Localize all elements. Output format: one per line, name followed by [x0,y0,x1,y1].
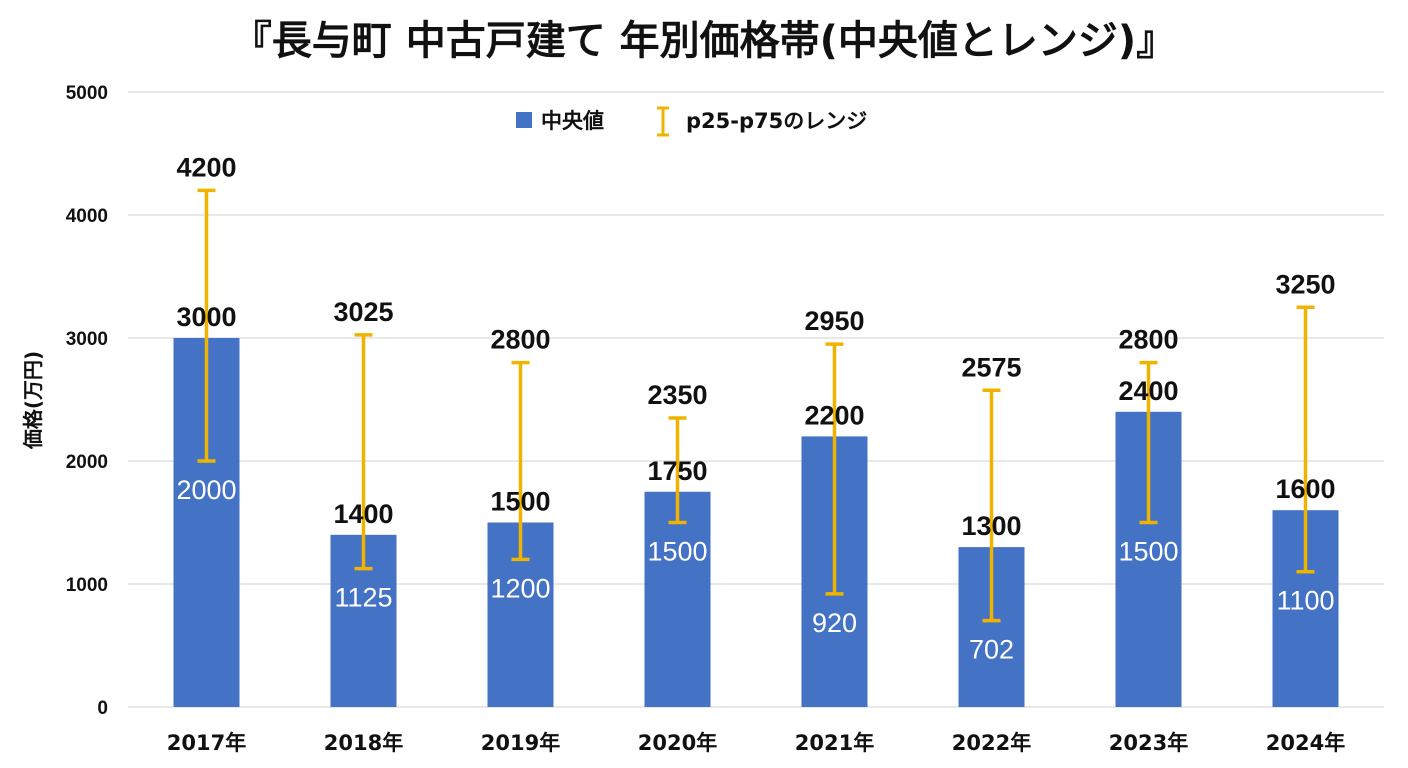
x-tick-label: 2023年 [1109,731,1188,755]
range-high-label: 2800 [490,325,550,355]
median-label: 1750 [647,456,707,486]
y-tick-label: 2000 [66,452,108,473]
y-tick-label: 1000 [66,575,108,596]
range-high-label: 2800 [1118,325,1178,355]
median-label: 2400 [1118,376,1178,406]
data-labels: 3000 4200 2000 1400 3025 1125 1500 2800 1200 1750… [176,152,1335,664]
y-tick-label: 5000 [66,83,108,104]
range-low-label: 1500 [647,537,707,567]
range-high-label: 2350 [647,380,707,410]
x-tick-label: 2020年 [638,731,717,755]
x-tick-label: 2022年 [952,731,1031,755]
x-tick-label: 2019年 [481,731,560,755]
range-low-label: 1200 [490,573,550,603]
x-tick-label: 2024年 [1266,731,1345,755]
range-high-label: 4200 [176,152,236,182]
legend-range-label: p25-p75のレンジ [686,109,867,133]
range-low-label: 702 [969,635,1014,665]
x-tick-label: 2018年 [324,731,403,755]
y-tick-label: 4000 [66,206,108,227]
legend-range-swatch [657,106,669,137]
chart-title: 『長与町 中古戸建て 年別価格帯(中央値とレンジ)』 [231,18,1177,64]
x-tick-label: 2017年 [167,731,246,755]
x-tick-label: 2021年 [795,731,874,755]
y-axis-title: 価格(万円) [21,351,45,450]
y-tick-label: 3000 [66,329,108,350]
range-low-label: 1100 [1276,586,1334,616]
median-label: 2200 [804,400,864,430]
median-bar [644,491,711,707]
range-high-label: 3250 [1275,269,1335,299]
median-label: 1400 [333,499,393,529]
x-axis-ticks: 2017年 2018年 2019年 2020年 2021年 2022年 2023年 2024年 [167,731,1345,755]
legend-median-swatch [516,112,532,128]
range-low-label: 2000 [176,475,236,505]
median-label: 1500 [490,487,550,517]
median-label: 3000 [176,302,236,332]
range-high-label: 2950 [804,306,864,336]
range-low-label: 1500 [1118,537,1178,567]
y-axis-ticks: 0 1000 2000 3000 4000 5000 [66,83,108,719]
legend-median-label: 中央値 [541,109,604,133]
median-label: 1600 [1275,474,1335,504]
y-tick-label: 0 [97,698,108,719]
legend: 中央値 p25-p75のレンジ [516,106,867,137]
gridlines [128,91,1384,708]
range-high-label: 3025 [333,297,393,327]
range-low-label: 1125 [334,583,392,613]
range-high-label: 2575 [961,352,1021,382]
range-low-label: 920 [812,608,857,638]
median-label: 1300 [961,511,1021,541]
range-bars [197,188,1315,623]
